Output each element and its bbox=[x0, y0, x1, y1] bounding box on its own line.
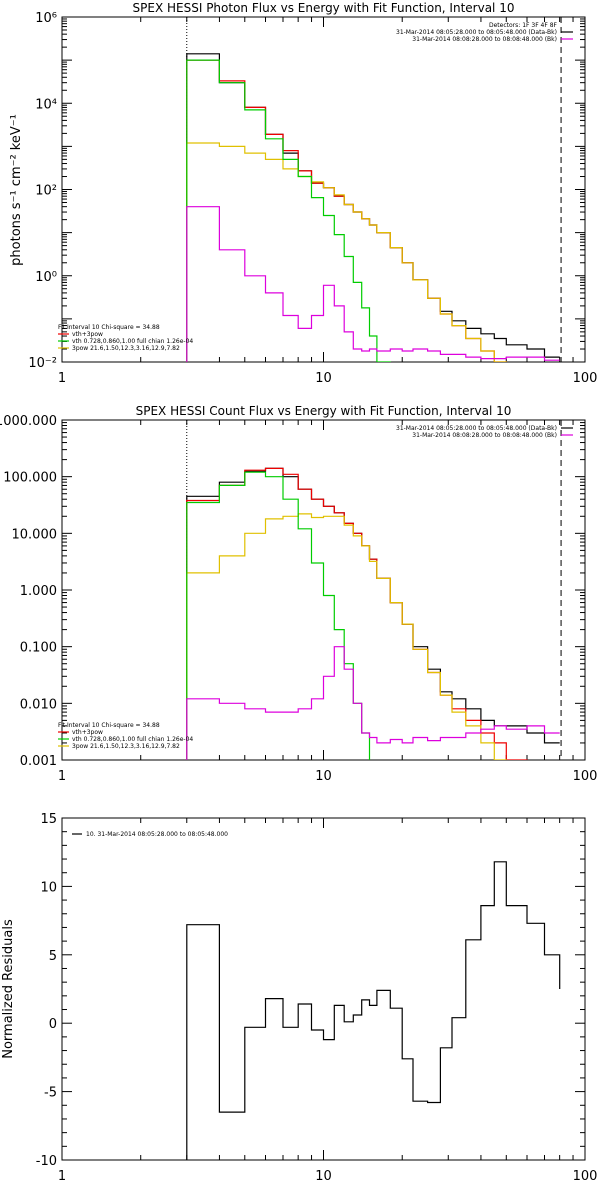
y-tick-label: -10 bbox=[36, 1154, 57, 1169]
y-tick-label: 15 bbox=[40, 812, 57, 827]
fit-legend-entry: 3pow 21.6,1.50,12.3,3.16,12.9,7.82 bbox=[72, 345, 180, 352]
y-tick-label: 100.000 bbox=[3, 471, 57, 486]
count-flux-panel: SPEX HESSI Count Flux vs Energy with Fit… bbox=[0, 404, 597, 784]
series-2-line bbox=[186, 471, 371, 760]
x-tick-label: 1 bbox=[58, 1169, 66, 1184]
x-tick-label: 10 bbox=[315, 371, 332, 386]
fit-legend-entry: vth+3pow bbox=[72, 331, 103, 338]
legend-top-entry: Detectors: 1F 3F 4F 8F bbox=[489, 22, 558, 29]
chart-title: SPEX HESSI Count Flux vs Energy with Fit… bbox=[136, 404, 512, 418]
y-tick-label: 10⁴ bbox=[35, 97, 57, 112]
y-tick-label: 0.001 bbox=[20, 754, 57, 769]
y-axis-label: photons s⁻¹ cm⁻² keV⁻¹ bbox=[9, 114, 24, 266]
x-tick-label: 100 bbox=[573, 769, 598, 784]
y-tick-label: -5 bbox=[44, 1086, 57, 1101]
x-tick-label: 10 bbox=[315, 769, 332, 784]
series-group bbox=[186, 53, 560, 362]
series-0-line bbox=[186, 467, 560, 760]
y-tick-label: 0.100 bbox=[20, 641, 57, 656]
x-tick-label: 10 bbox=[315, 1169, 332, 1184]
series-3-line bbox=[186, 142, 507, 362]
series-1-line bbox=[186, 59, 507, 362]
fit-legend-entry: vth 0.728,0.860,1.00 full chian 1.26e-04 bbox=[72, 338, 193, 345]
x-tick-label: 100 bbox=[573, 371, 598, 386]
series-4-line bbox=[186, 206, 560, 362]
y-tick-label: 0 bbox=[49, 1017, 57, 1032]
fit-legend-header: Fit Interval 10 Chi-square = 34.88 bbox=[58, 324, 160, 331]
legend-top-entry: 31-Mar-2014 08:05:28.000 to 08:05:48.000… bbox=[396, 29, 557, 36]
y-tick-label: 10⁶ bbox=[35, 11, 57, 26]
fit-legend-entry: vth 0.728,0.860,1.00 full chian 1.26e-04 bbox=[72, 736, 193, 743]
legend-top-entry: 10. 31-Mar-2014 08:05:28.000 to 08:05:48… bbox=[86, 831, 228, 838]
series-1-line bbox=[186, 467, 528, 760]
legend-top-entry: 31-Mar-2014 08:08:28.000 to 08:08:48.000… bbox=[412, 432, 557, 439]
y-tick-label: 0.010 bbox=[20, 697, 57, 712]
y-tick-label: 5 bbox=[49, 949, 57, 964]
photon-flux-panel: SPEX HESSI Photon Flux vs Energy with Fi… bbox=[9, 1, 598, 386]
fit-legend-header: Fit Interval 10 Chi-square = 34.88 bbox=[58, 722, 160, 729]
series-4-line bbox=[186, 646, 560, 760]
series-group bbox=[186, 467, 560, 760]
y-axis-label: Normalized Residuals bbox=[1, 919, 16, 1059]
residuals-panel: 1 10 100 -10 -5 0 5 10 15 Normalized Residuals 10.… bbox=[1, 812, 597, 1184]
series-3-line bbox=[186, 513, 507, 760]
series-group bbox=[186, 861, 561, 1160]
y-tick-label: 1.000 bbox=[20, 584, 57, 599]
legend-top-entry: 31-Mar-2014 08:05:28.000 to 08:05:48.000… bbox=[396, 425, 557, 432]
y-tick-label: 10² bbox=[35, 184, 57, 199]
x-tick-label: 100 bbox=[573, 1169, 598, 1184]
y-tick-label: 10.000 bbox=[12, 527, 58, 542]
x-tick-label: 1 bbox=[58, 769, 66, 784]
legend-top-entry: 31-Mar-2014 08:08:28.000 to 08:08:48.000… bbox=[412, 36, 557, 43]
series-0-line bbox=[186, 53, 560, 362]
fit-legend-entry: 3pow 21.6,1.50,12.3,3.16,12.9,7.82 bbox=[72, 743, 180, 750]
y-tick-label: 1000.000 bbox=[0, 414, 57, 429]
series-2-line bbox=[186, 59, 391, 362]
series-0-line bbox=[186, 861, 561, 1160]
x-tick-label: 1 bbox=[58, 371, 66, 386]
y-tick-label: 10 bbox=[40, 880, 57, 895]
fit-legend-entry: vth+3pow bbox=[72, 729, 103, 736]
y-tick-label: 10⁻² bbox=[28, 356, 57, 371]
y-tick-label: 10⁰ bbox=[35, 270, 57, 285]
chart-title: SPEX HESSI Photon Flux vs Energy with Fi… bbox=[133, 1, 515, 15]
